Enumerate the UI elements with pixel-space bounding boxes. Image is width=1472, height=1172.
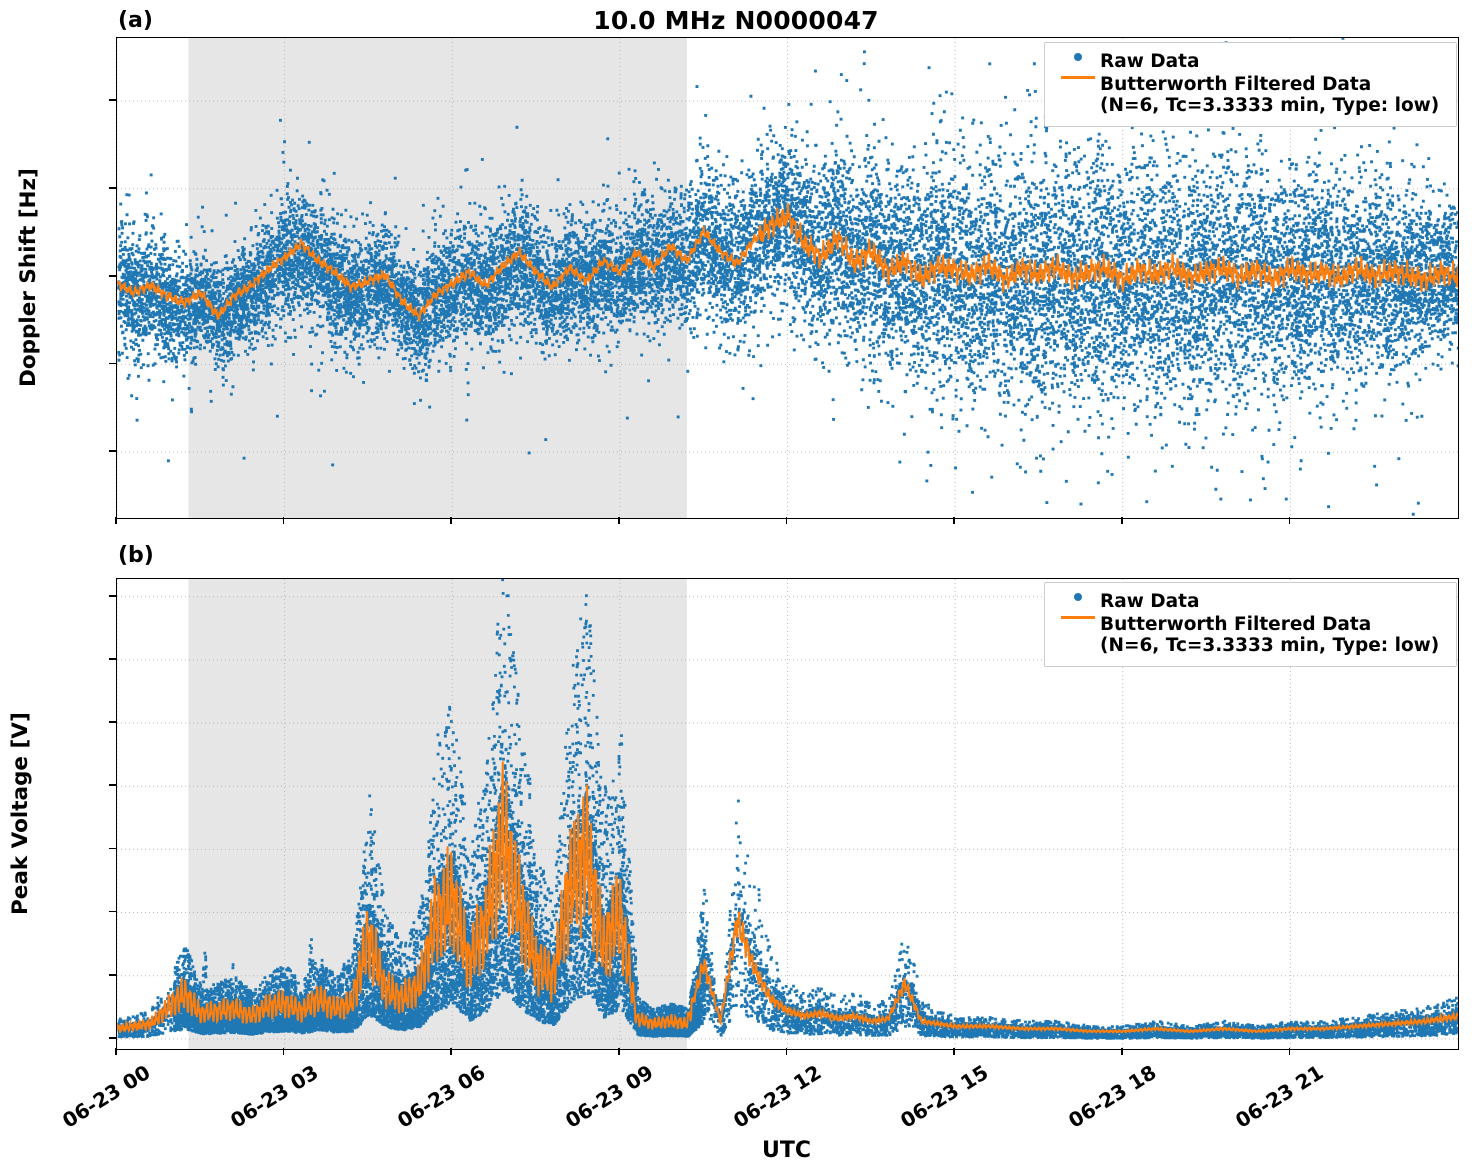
xtick-label: 06-23 00 [58, 1060, 155, 1133]
xtick-mark [953, 517, 955, 524]
xtick-mark [1288, 517, 1291, 524]
xtick-mark [785, 1048, 788, 1055]
xtick-mark [953, 1048, 955, 1055]
xtick-mark [450, 517, 453, 524]
xtick-label: 06-23 06 [393, 1060, 490, 1133]
xtick-label: 06-23 15 [896, 1060, 993, 1133]
figure-title: 10.0 MHz N0000047 [593, 6, 879, 35]
panel-b-tag: (b) [118, 543, 154, 568]
ytick-mark [109, 973, 116, 976]
legend-row-raw: Raw Data [1056, 591, 1445, 613]
xtick-label: 06-23 18 [1063, 1060, 1161, 1133]
xtick-mark [618, 1048, 620, 1055]
xtick-mark [115, 517, 117, 524]
legend-label-filtered: Butterworth Filtered Data (N=6, Tc=3.333… [1100, 73, 1440, 117]
xtick-mark [450, 1048, 453, 1055]
panel-a-plot [117, 38, 1458, 518]
ytick-mark [109, 847, 116, 850]
xtick-label: 06-23 21 [1231, 1060, 1328, 1133]
xtick-mark [282, 517, 285, 524]
ytick-mark [109, 450, 116, 453]
panel-b-plot [117, 579, 1458, 1049]
ytick-mark [109, 658, 116, 660]
legend-row-raw: Raw Data [1056, 51, 1445, 73]
legend-row-filtered: Butterworth Filtered Data (N=6, Tc=3.333… [1056, 74, 1445, 117]
ytick-mark [109, 362, 116, 365]
legend-row-filtered: Butterworth Filtered Data (N=6, Tc=3.333… [1056, 614, 1445, 657]
panel-b-axes [116, 578, 1459, 1050]
xtick-mark [1120, 1048, 1123, 1055]
xtick-mark [282, 1048, 285, 1055]
ytick-mark [109, 1037, 116, 1039]
panel-a-ylabel: Doppler Shift [Hz] [16, 167, 41, 387]
legend-label-raw: Raw Data [1100, 591, 1200, 612]
scatter-dot-icon [1056, 591, 1100, 601]
line-segment-icon [1056, 74, 1100, 79]
ytick-mark [109, 910, 116, 913]
line-segment-icon [1056, 614, 1100, 619]
xtick-mark [785, 517, 788, 524]
xtick-label: 06-23 12 [728, 1060, 825, 1133]
x-axis-label: UTC [761, 1138, 812, 1163]
panel-a-raw-scatter [117, 38, 1458, 516]
xtick-mark [618, 517, 620, 524]
xtick-mark [1120, 517, 1123, 524]
panel-b-filtered-line [117, 761, 1458, 1035]
legend-label-filtered: Butterworth Filtered Data (N=6, Tc=3.333… [1100, 613, 1440, 657]
ytick-mark [109, 274, 116, 277]
scatter-dot-icon [1056, 51, 1100, 61]
xtick-label: 06-23 03 [225, 1060, 323, 1133]
panel-b-ylabel: Peak Voltage [V] [8, 711, 33, 915]
legend-label-raw: Raw Data [1100, 51, 1200, 72]
panel-a-legend: Raw Data Butterworth Filtered Data (N=6,… [1044, 42, 1457, 127]
ytick-mark [109, 784, 116, 787]
xtick-mark [1288, 1048, 1291, 1055]
xtick-mark [115, 1048, 117, 1055]
xtick-label: 06-23 09 [560, 1060, 658, 1133]
panel-a-tag: (a) [118, 8, 153, 33]
panel-a-filtered-line [117, 203, 1458, 322]
ytick-mark [109, 187, 116, 189]
panel-b-legend: Raw Data Butterworth Filtered Data (N=6,… [1044, 582, 1457, 667]
ytick-mark [109, 594, 116, 597]
ytick-mark [109, 99, 116, 102]
ytick-mark [109, 721, 116, 723]
